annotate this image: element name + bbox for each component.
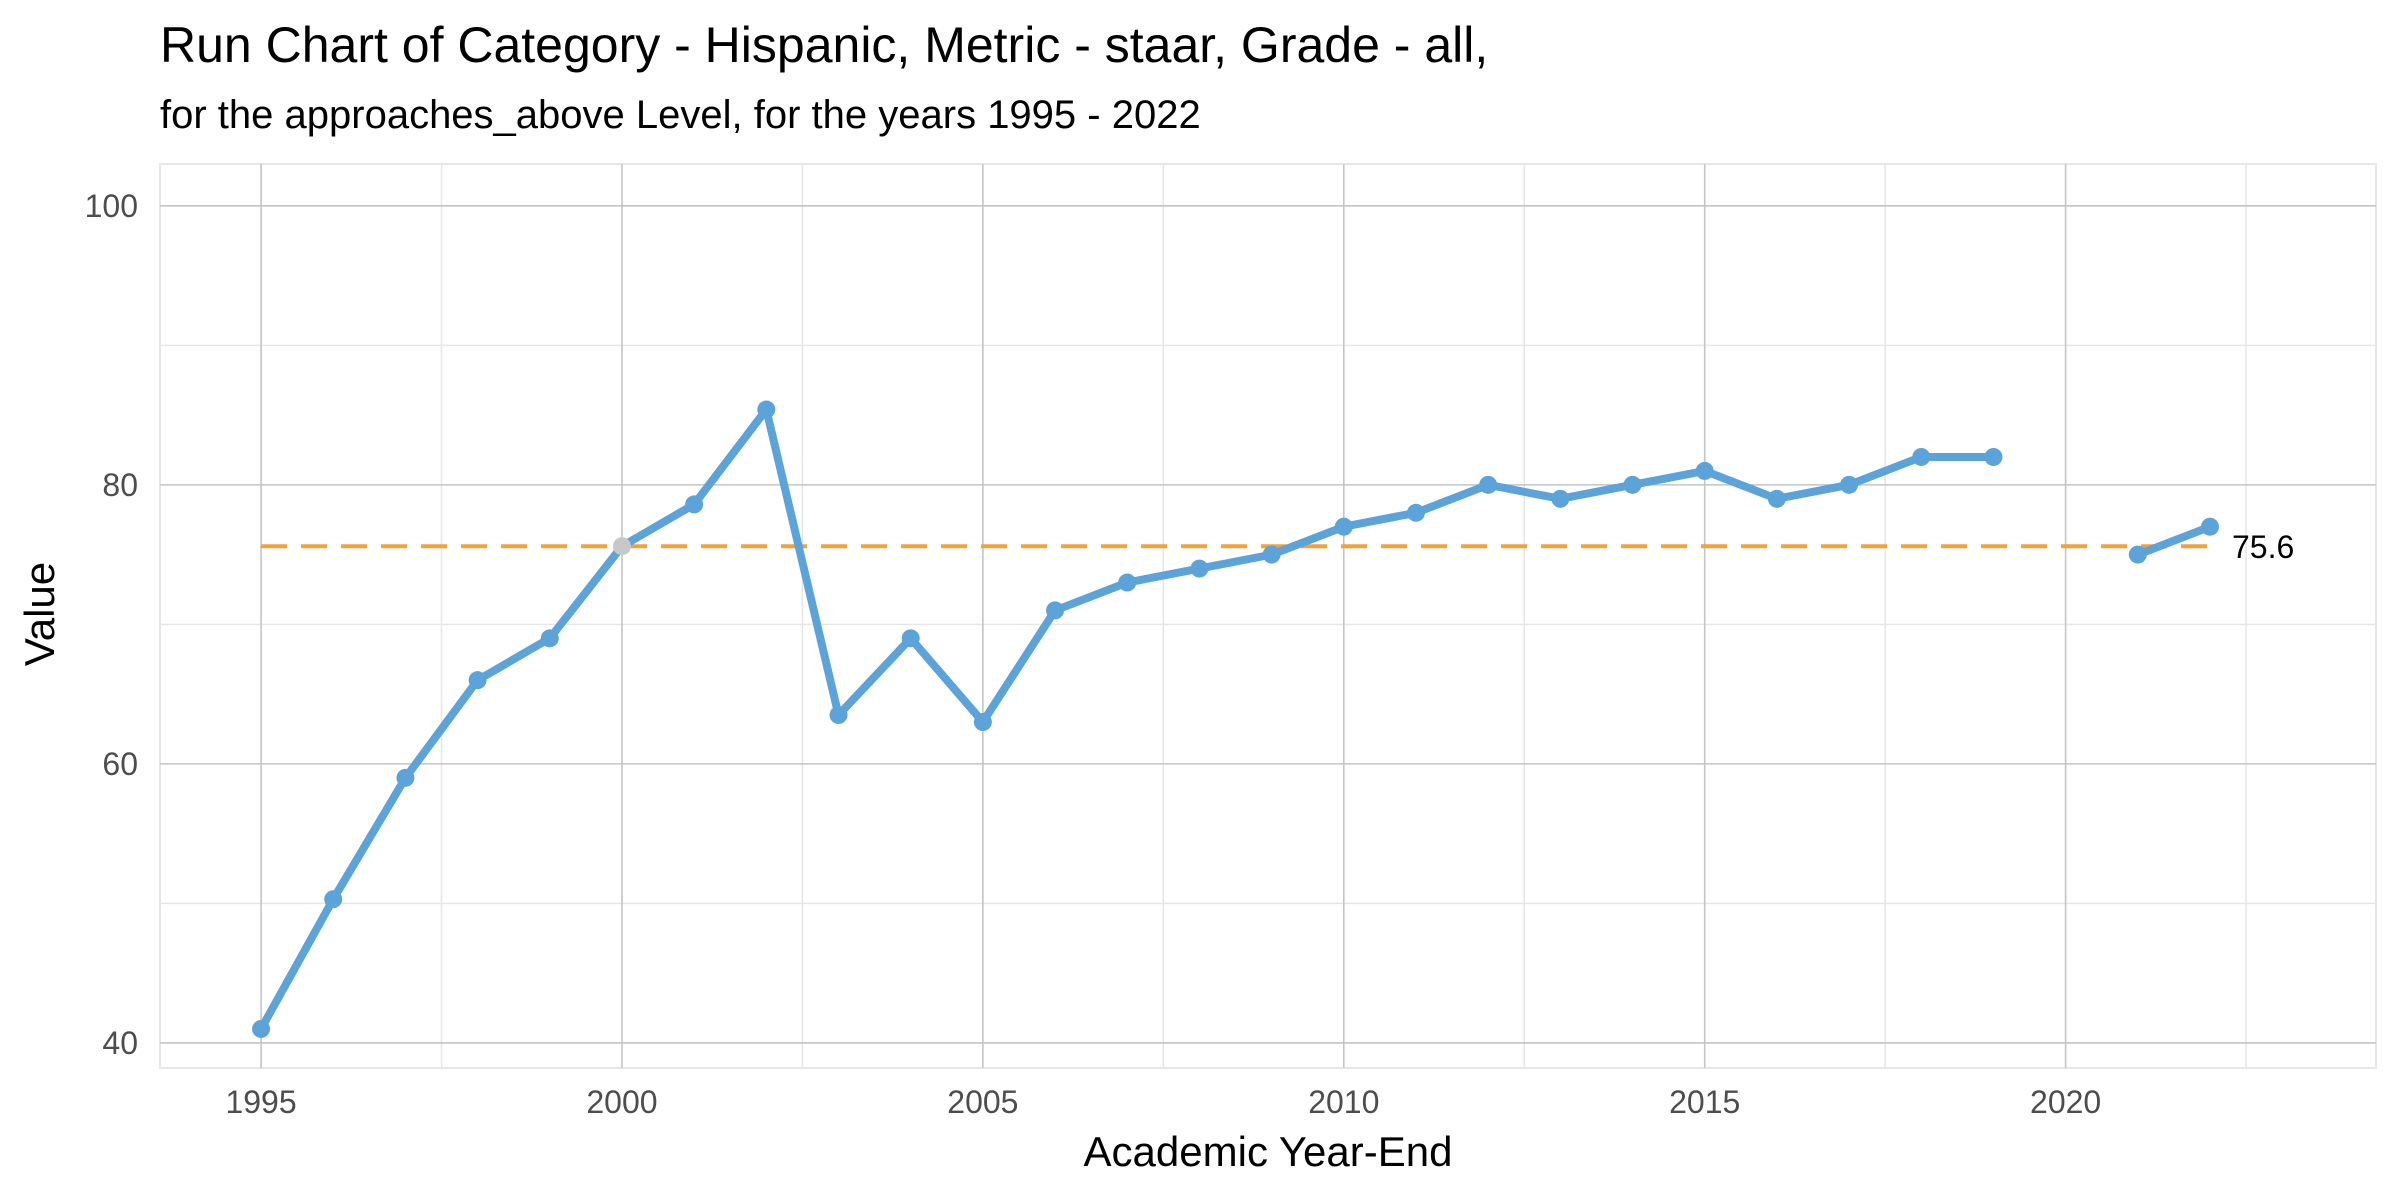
data-point: [1695, 461, 1714, 480]
plot-grid: [159, 163, 2377, 1069]
data-point: [2128, 545, 2147, 564]
data-point: [1046, 601, 1065, 620]
x-tick-labels: 1995 2000 2005 2010 2015 2020: [225, 1084, 2101, 1120]
y-tick-label: 100: [85, 188, 138, 224]
y-tick-label: 80: [102, 467, 138, 503]
data-point: [612, 537, 631, 556]
data-point: [396, 768, 415, 787]
data-point: [973, 713, 992, 732]
data-point: [1551, 489, 1570, 508]
data-point: [1840, 475, 1859, 494]
x-tick-label: 1995: [225, 1084, 296, 1120]
data-point: [252, 1019, 271, 1038]
data-point: [1262, 545, 1281, 564]
data-point: [2200, 517, 2219, 536]
data-point: [540, 629, 559, 648]
plot-panel-border: [159, 163, 2377, 1069]
data-point: [1118, 573, 1137, 592]
data-point: [1623, 475, 1642, 494]
data-point: [1912, 447, 1931, 466]
series-line: [257, 405, 1998, 1033]
series-group: [252, 400, 2219, 1038]
data-point: [829, 706, 848, 725]
x-tick-label: 2000: [586, 1084, 657, 1120]
series-line: [2133, 522, 2214, 559]
x-axis-title: Academic Year-End: [1084, 1128, 1453, 1175]
data-point: [468, 671, 487, 690]
data-point: [1479, 475, 1498, 494]
y-tick-label: 40: [102, 1025, 138, 1061]
data-point: [901, 629, 920, 648]
reference-line-label: 75.6: [2232, 529, 2294, 565]
data-point: [1190, 559, 1209, 578]
x-tick-label: 2010: [1308, 1084, 1379, 1120]
reference-line-group: 75.6: [261, 529, 2294, 565]
y-tick-label: 60: [102, 746, 138, 782]
data-point: [757, 400, 776, 419]
chart-title: Run Chart of Category - Hispanic, Metric…: [160, 17, 1488, 73]
data-point: [324, 890, 343, 909]
x-tick-label: 2015: [1669, 1084, 1740, 1120]
x-tick-label: 2005: [947, 1084, 1018, 1120]
data-point: [1334, 517, 1353, 536]
y-tick-labels: 40 60 80 100: [85, 188, 138, 1061]
x-tick-label: 2020: [2030, 1084, 2101, 1120]
data-point: [1984, 447, 2003, 466]
data-point: [1767, 489, 1786, 508]
y-axis-title: Value: [16, 562, 63, 666]
data-point: [685, 495, 704, 514]
data-point: [1406, 503, 1425, 522]
chart-subtitle: for the approaches_above Level, for the …: [160, 93, 1201, 137]
